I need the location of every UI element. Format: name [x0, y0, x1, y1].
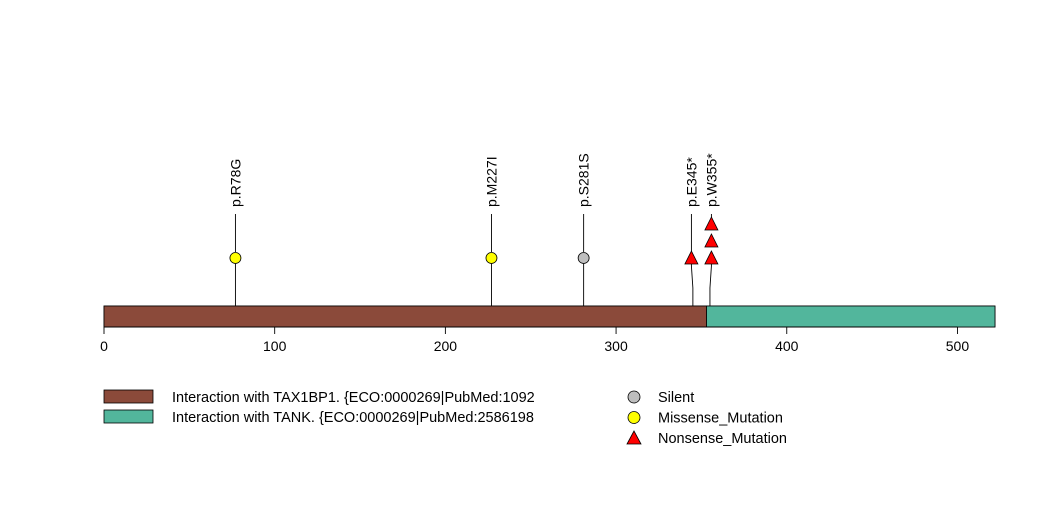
legend-type-label-1: Missense_Mutation [658, 411, 783, 427]
legend-domain-label-0: Interaction with TAX1BP1. {ECO:0000269|P… [172, 390, 535, 406]
marker-p.W355*-2 [704, 216, 719, 231]
marker-p.E345*-0 [684, 250, 699, 265]
marker-p.M227I-0 [485, 252, 498, 264]
marker-p.W355*-0 [704, 250, 719, 265]
tick-label-300: 300 [604, 338, 628, 354]
domain-0 [103, 305, 707, 328]
mutation-markers [229, 216, 719, 265]
legend-domain-swatch-0 [103, 389, 154, 404]
tick-label-200: 200 [434, 338, 458, 354]
legend-type-marker-1 [627, 411, 641, 424]
x-axis: 0 100 200 300 400 500 [100, 326, 970, 354]
mutation-label-p.S281S: p.S281S [576, 153, 592, 207]
marker-p.S281S-0 [577, 252, 590, 264]
legend-type-label-2: Nonsense_Mutation [658, 431, 787, 447]
tick-label-0: 0 [100, 338, 108, 354]
legend-domain-swatch-1 [103, 409, 154, 424]
protein-track [103, 305, 996, 328]
legend-type-label-0: Silent [658, 390, 694, 406]
legend-type-marker-0 [627, 390, 641, 404]
legend-domain-label-1: Interaction with TANK. {ECO:0000269|PubM… [172, 410, 534, 426]
legend-type-marker-2 [626, 430, 642, 445]
mutation-labels: p.R78G p.M227I p.S281S p.E345* p.W355* [227, 153, 719, 207]
mutation-label-p.M227I: p.M227I [483, 156, 499, 207]
tick-label-100: 100 [263, 338, 287, 354]
mutation-label-p.W355*: p.W355* [703, 153, 719, 207]
legend: Interaction with TAX1BP1. {ECO:0000269|P… [103, 389, 787, 447]
mutation-label-p.R78G: p.R78G [227, 159, 243, 207]
marker-p.R78G-0 [229, 252, 242, 264]
tick-label-500: 500 [946, 338, 970, 354]
marker-p.W355*-1 [704, 233, 719, 248]
domain-1 [706, 305, 996, 328]
tick-label-400: 400 [775, 338, 799, 354]
mutation-label-p.E345*: p.E345* [683, 157, 699, 207]
